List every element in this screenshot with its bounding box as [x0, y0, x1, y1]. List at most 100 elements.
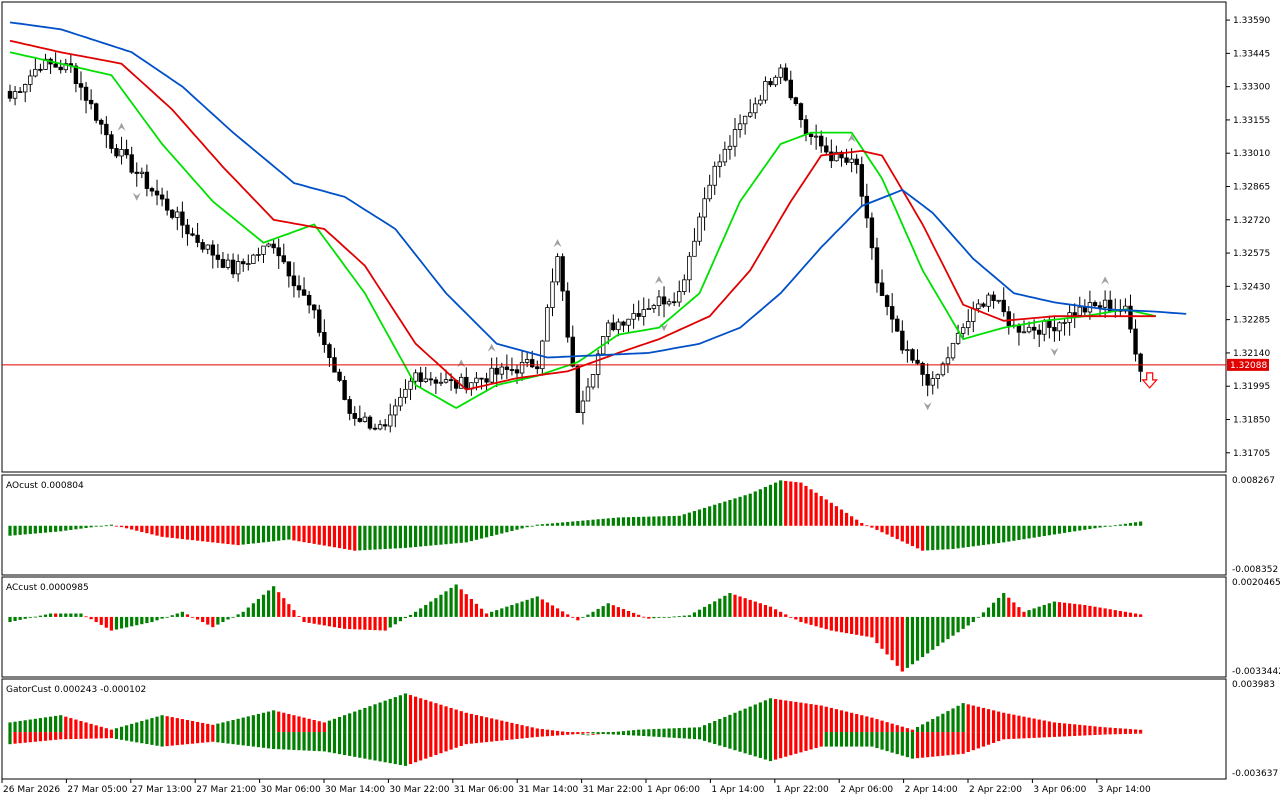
bull-candle-body — [1102, 299, 1108, 308]
bear-candle-body — [347, 399, 352, 414]
bull-candle-body — [225, 259, 231, 268]
bull-candle-body — [443, 379, 449, 383]
ac-pane[interactable]: ACcust 0.0000985 0.0020465 -0.0033442 — [1, 576, 1280, 678]
histogram-bar — [23, 525, 27, 535]
histogram-bar — [1098, 525, 1102, 528]
fractal-up-arrow — [654, 275, 663, 284]
histogram-bar — [804, 485, 808, 526]
gator-upper-bar — [814, 704, 818, 733]
histogram-bar — [839, 509, 844, 526]
gator-upper-bar — [692, 727, 697, 733]
bear-candle-body — [671, 301, 677, 304]
candle — [124, 139, 129, 159]
bull-candle-body — [585, 386, 591, 402]
time-tick-label: 26 Mar 2026 — [3, 785, 60, 795]
gator-upper-bar — [865, 716, 869, 733]
histogram-bar — [951, 525, 955, 550]
price-tick-label: 1.32575 — [1233, 249, 1270, 259]
histogram-bar — [464, 594, 468, 617]
candle — [342, 375, 347, 401]
ac-histogram — [8, 584, 1143, 672]
gator-upper-bar — [1042, 720, 1046, 733]
gator-lower-bar — [581, 732, 585, 734]
histogram-bar — [1052, 601, 1057, 617]
candle — [991, 291, 996, 309]
histogram-bar — [332, 616, 337, 628]
bear-candle-body — [109, 134, 114, 149]
gator-upper-bar — [921, 724, 925, 733]
bear-candle-body — [286, 261, 292, 277]
bear-candle-body — [144, 171, 150, 189]
histogram-bar — [900, 525, 904, 542]
histogram-bar — [358, 525, 362, 551]
histogram-bar — [282, 525, 286, 541]
histogram-bar — [388, 616, 392, 628]
histogram-bar — [692, 511, 697, 526]
histogram-bar — [530, 525, 534, 527]
price-tick-label: 1.33300 — [1233, 83, 1270, 93]
gator-lower-bar — [439, 732, 443, 754]
gator-lower-bar — [434, 732, 438, 756]
histogram-bar — [946, 525, 950, 550]
gator-lower-bar — [758, 732, 762, 758]
gator-upper-bar — [43, 717, 48, 733]
histogram-bar — [495, 610, 499, 617]
gator-lower-bar — [601, 732, 605, 735]
candle — [930, 371, 935, 395]
bull-candle-body — [413, 372, 418, 382]
histogram-bar — [94, 616, 98, 623]
histogram-bar — [140, 616, 144, 625]
histogram-bar — [155, 525, 159, 536]
histogram-bar — [297, 616, 301, 617]
histogram-bar — [1108, 609, 1112, 617]
gator-upper-bar — [175, 718, 179, 733]
bull-candle-body — [692, 240, 697, 257]
candle — [382, 418, 388, 431]
histogram-bar — [829, 616, 833, 631]
histogram-bar — [1042, 604, 1046, 617]
histogram-bar — [393, 616, 397, 625]
histogram-bar — [211, 525, 215, 543]
ao-pane[interactable]: AOcust 0.000804 0.008267 -0.008352 — [1, 474, 1278, 576]
gator-upper-bar — [1098, 726, 1102, 733]
histogram-bar — [1113, 610, 1117, 617]
histogram-bar — [353, 525, 357, 551]
bull-candle-body — [732, 129, 738, 147]
histogram-bar — [1128, 612, 1133, 617]
gator-upper-bar — [38, 718, 43, 733]
gator-upper-bar — [307, 718, 311, 733]
main-price-pane[interactable]: 1.33590 1.33445 1.33300 1.33155 1.33010 1.328… — [1, 1, 1270, 473]
histogram-bar — [195, 616, 200, 620]
candle — [93, 102, 99, 124]
gator-lower-bar — [905, 732, 909, 758]
candle — [322, 319, 327, 353]
bull-candle-body — [474, 377, 479, 384]
candle — [585, 377, 591, 402]
histogram-bar — [976, 616, 980, 618]
histogram-bar — [408, 614, 413, 617]
histogram-bar — [535, 596, 539, 617]
histogram-bar — [500, 608, 504, 617]
gator-lower-bar — [971, 732, 975, 751]
bear-candle-body — [164, 198, 170, 211]
gator-upper-bar — [728, 714, 732, 733]
gator-lower-bar — [652, 732, 656, 737]
histogram-bar — [165, 616, 169, 618]
gator-pane[interactable]: GatorCust 0.000243 -0.000102 0.003983 -0… — [1, 678, 1278, 780]
histogram-bar — [312, 616, 316, 624]
gator-lower-bar — [809, 732, 813, 750]
candle — [590, 374, 596, 390]
bear-candle-body — [230, 259, 236, 275]
bull-candle-body — [28, 75, 33, 85]
candle — [38, 63, 43, 73]
gator-upper-bar — [292, 715, 296, 733]
gator-upper-bar — [1113, 727, 1117, 733]
ao-label: AOcust 0.000804 — [6, 481, 84, 491]
candle — [560, 253, 565, 301]
candle — [606, 319, 611, 345]
gator-lower-bar — [657, 732, 661, 737]
histogram-bar — [287, 525, 291, 540]
gator-upper-bar — [449, 707, 453, 733]
gator-upper-bar — [312, 720, 316, 733]
candle — [7, 84, 13, 102]
